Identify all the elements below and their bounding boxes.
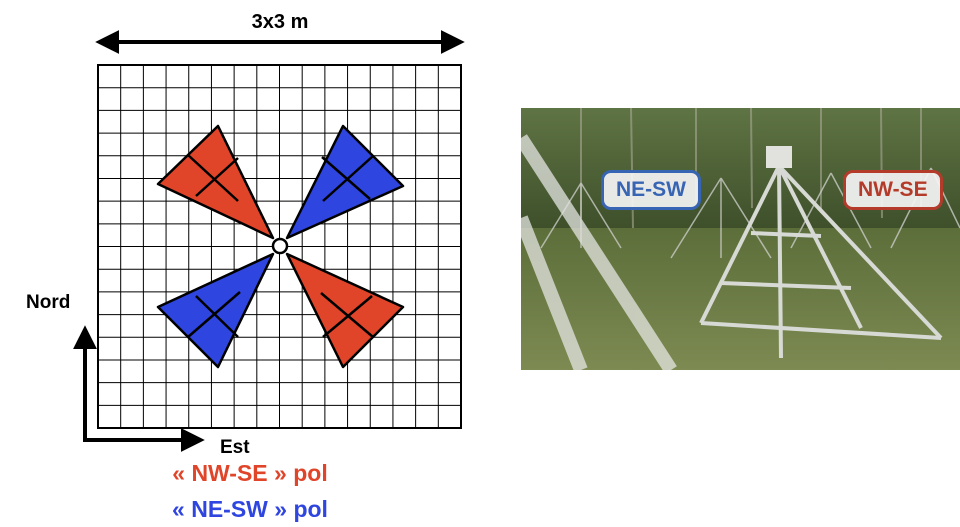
size-dimension: 3x3 m [95, 11, 465, 54]
photo-label-nwse: NW-SE [843, 170, 943, 210]
antenna-photo-illustration [521, 108, 960, 370]
orientation-axes: Nord Est [26, 292, 250, 458]
nesw-dipole-group [156, 124, 405, 369]
nwse-nw-inner-line-2 [195, 157, 239, 197]
north-label: Nord [26, 292, 70, 313]
antenna-photo: NE-SW NW-SE [521, 108, 960, 370]
antenna-lna-box [766, 146, 792, 168]
foreground-antenna [699, 164, 943, 359]
photo-label-nesw: NE-SW [601, 170, 701, 210]
nwse-dipole-group [156, 124, 405, 369]
blurred-foreground-poles [521, 134, 677, 370]
nesw-sw-inner-line-2 [195, 295, 239, 338]
center-feed-circle [271, 237, 289, 255]
nwse-se-inner-line-1 [320, 292, 374, 338]
legend-nesw: « NE-SW » pol [172, 496, 328, 522]
nesw-ne-inner-line-2 [321, 156, 371, 200]
nwse-nw-inner-line-1 [187, 154, 239, 202]
polarization-legend: « NW-SE » pol « NE-SW » pol [172, 460, 328, 522]
legend-nwse: « NW-SE » pol [172, 460, 327, 486]
nwse-se-inner-line-2 [322, 295, 373, 338]
east-label: Est [220, 437, 250, 458]
size-label: 3x3 m [252, 11, 309, 33]
